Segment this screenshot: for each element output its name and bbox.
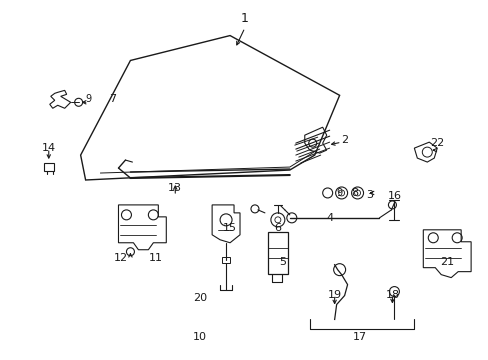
Text: 18: 18 <box>385 289 399 300</box>
Text: 7: 7 <box>109 94 116 104</box>
Text: 9: 9 <box>85 94 91 104</box>
Text: 2: 2 <box>340 135 347 145</box>
Text: 6: 6 <box>274 223 281 233</box>
Text: 15: 15 <box>223 223 237 233</box>
Text: 19: 19 <box>327 289 341 300</box>
Text: 3: 3 <box>365 190 372 200</box>
Text: 14: 14 <box>41 143 56 153</box>
Text: 12: 12 <box>113 253 127 263</box>
Text: 11: 11 <box>148 253 162 263</box>
Text: 9: 9 <box>336 188 342 198</box>
Text: 8: 8 <box>350 188 357 198</box>
Bar <box>267 232 287 274</box>
Text: 22: 22 <box>429 138 444 148</box>
Text: 5: 5 <box>279 257 286 267</box>
Text: 17: 17 <box>352 332 366 342</box>
Text: 1: 1 <box>241 12 248 25</box>
Text: 4: 4 <box>325 213 332 223</box>
Text: 10: 10 <box>193 332 207 342</box>
Text: 16: 16 <box>386 191 401 201</box>
Text: 21: 21 <box>439 257 453 267</box>
Text: 13: 13 <box>168 183 182 193</box>
Text: 20: 20 <box>193 293 207 302</box>
Bar <box>44 163 54 171</box>
Bar <box>222 257 229 263</box>
